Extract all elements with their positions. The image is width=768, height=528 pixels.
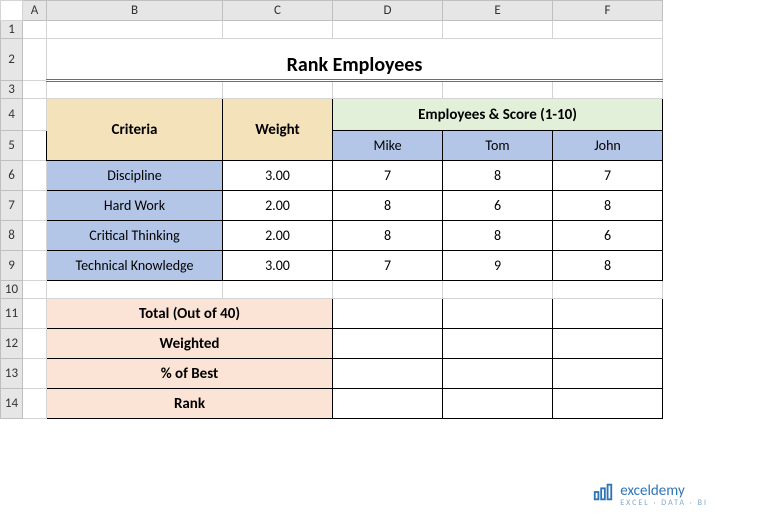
summary-label[interactable]: Weighted	[47, 329, 333, 359]
logo-text: exceldemy	[620, 482, 684, 500]
score-cell[interactable]: 7	[333, 161, 443, 191]
cell[interactable]	[23, 329, 47, 359]
summary-cell[interactable]	[443, 299, 553, 329]
summary-cell[interactable]	[443, 389, 553, 419]
chart-icon	[592, 481, 614, 508]
col-head-B[interactable]: B	[47, 1, 223, 21]
weight-cell[interactable]: 2.00	[223, 221, 333, 251]
col-head-E[interactable]: E	[443, 1, 553, 21]
cell[interactable]	[47, 21, 223, 39]
cell[interactable]	[23, 21, 47, 39]
cell[interactable]	[223, 281, 333, 299]
score-cell[interactable]: 7	[553, 161, 663, 191]
row-head-6[interactable]: 6	[1, 161, 23, 191]
summary-label[interactable]: % of Best	[47, 359, 333, 389]
cell[interactable]	[553, 281, 663, 299]
weight-cell[interactable]: 3.00	[223, 251, 333, 281]
weight-cell[interactable]: 2.00	[223, 191, 333, 221]
row-head-9[interactable]: 9	[1, 251, 23, 281]
cell[interactable]	[23, 161, 47, 191]
criteria-label[interactable]: Critical Thinking	[47, 221, 223, 251]
header-employees[interactable]: Employees & Score (1-10)	[333, 99, 663, 131]
cell[interactable]	[553, 81, 663, 99]
score-cell[interactable]: 6	[553, 221, 663, 251]
cell[interactable]	[23, 251, 47, 281]
cell[interactable]	[223, 81, 333, 99]
cell[interactable]	[47, 81, 223, 99]
cell[interactable]	[23, 359, 47, 389]
employee-name[interactable]: Mike	[333, 131, 443, 161]
cell[interactable]	[443, 281, 553, 299]
row-head-4[interactable]: 4	[1, 99, 23, 131]
score-cell[interactable]: 8	[553, 251, 663, 281]
cell[interactable]	[333, 81, 443, 99]
cell[interactable]	[23, 81, 47, 99]
cell[interactable]	[23, 131, 47, 161]
cell[interactable]	[23, 39, 47, 81]
col-head-D[interactable]: D	[333, 1, 443, 21]
row-head-12[interactable]: 12	[1, 329, 23, 359]
row-head-11[interactable]: 11	[1, 299, 23, 329]
weight-cell[interactable]: 3.00	[223, 161, 333, 191]
summary-cell[interactable]	[553, 329, 663, 359]
col-head-F[interactable]: F	[553, 1, 663, 21]
select-all-corner[interactable]	[1, 1, 23, 21]
criteria-label[interactable]: Discipline	[47, 161, 223, 191]
cell[interactable]	[443, 81, 553, 99]
score-cell[interactable]: 8	[443, 221, 553, 251]
row-head-10[interactable]: 10	[1, 281, 23, 299]
criteria-label[interactable]: Hard Work	[47, 191, 223, 221]
summary-cell[interactable]	[553, 389, 663, 419]
summary-cell[interactable]	[333, 329, 443, 359]
watermark-logo: exceldemy EXCEL · DATA · BI	[592, 481, 708, 508]
header-criteria[interactable]: Criteria	[47, 99, 223, 161]
spreadsheet-grid: A B C D E F 1 2 Rank Employees 3 4 Crite…	[0, 0, 663, 419]
row-head-1[interactable]: 1	[1, 21, 23, 39]
cell[interactable]	[553, 21, 663, 39]
row-head-7[interactable]: 7	[1, 191, 23, 221]
cell[interactable]	[333, 281, 443, 299]
col-head-A[interactable]: A	[23, 1, 47, 21]
score-cell[interactable]: 8	[333, 221, 443, 251]
summary-cell[interactable]	[553, 299, 663, 329]
summary-label[interactable]: Rank	[47, 389, 333, 419]
summary-cell[interactable]	[553, 359, 663, 389]
cell[interactable]	[23, 191, 47, 221]
cell[interactable]	[47, 281, 223, 299]
summary-cell[interactable]	[333, 389, 443, 419]
cell[interactable]	[23, 281, 47, 299]
cell[interactable]	[443, 21, 553, 39]
cell[interactable]	[23, 389, 47, 419]
employee-name[interactable]: Tom	[443, 131, 553, 161]
score-cell[interactable]: 6	[443, 191, 553, 221]
score-cell[interactable]: 9	[443, 251, 553, 281]
score-cell[interactable]: 8	[443, 161, 553, 191]
summary-label[interactable]: Total (Out of 40)	[47, 299, 333, 329]
summary-cell[interactable]	[443, 329, 553, 359]
row-head-13[interactable]: 13	[1, 359, 23, 389]
cell[interactable]	[23, 221, 47, 251]
logo-subtext: EXCEL · DATA · BI	[620, 498, 708, 508]
page-title[interactable]: Rank Employees	[47, 39, 663, 81]
cell[interactable]	[23, 299, 47, 329]
summary-cell[interactable]	[443, 359, 553, 389]
cell[interactable]	[333, 21, 443, 39]
col-head-C[interactable]: C	[223, 1, 333, 21]
cell[interactable]	[23, 99, 47, 131]
score-cell[interactable]: 8	[553, 191, 663, 221]
row-head-5[interactable]: 5	[1, 131, 23, 161]
row-head-2[interactable]: 2	[1, 39, 23, 81]
score-cell[interactable]: 8	[333, 191, 443, 221]
criteria-label[interactable]: Technical Knowledge	[47, 251, 223, 281]
employee-name[interactable]: John	[553, 131, 663, 161]
cell[interactable]	[223, 21, 333, 39]
row-head-8[interactable]: 8	[1, 221, 23, 251]
row-head-3[interactable]: 3	[1, 81, 23, 99]
summary-cell[interactable]	[333, 299, 443, 329]
score-cell[interactable]: 7	[333, 251, 443, 281]
header-weight[interactable]: Weight	[223, 99, 333, 161]
summary-cell[interactable]	[333, 359, 443, 389]
row-head-14[interactable]: 14	[1, 389, 23, 419]
